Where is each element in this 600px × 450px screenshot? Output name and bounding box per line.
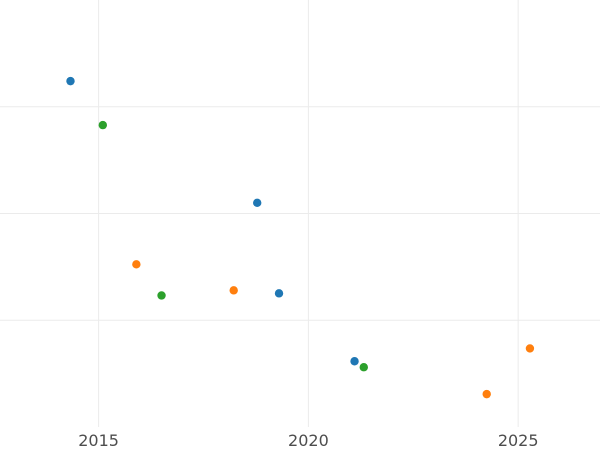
data-point-s2-0 [132,260,141,269]
data-point-s2-1 [229,286,238,295]
x-tick-label-0: 2015 [78,431,119,450]
data-point-s0-3 [350,357,359,366]
data-point-s0-2 [274,289,284,298]
data-point-s0-0 [66,76,75,86]
data-point-s2-3 [525,344,535,353]
data-point-s2-2 [482,389,491,399]
x-tick-label-1: 2020 [288,431,329,450]
x-axis-ticks: 2015 2020 2025 [78,431,538,450]
data-point-s0-1 [253,198,262,208]
data-point-s1-2 [359,363,368,372]
data-point-s1-1 [157,291,166,300]
points-layer [66,76,535,399]
data-point-s1-0 [98,120,107,130]
grid-layer [0,0,600,427]
x-tick-label-2: 2025 [498,431,539,450]
